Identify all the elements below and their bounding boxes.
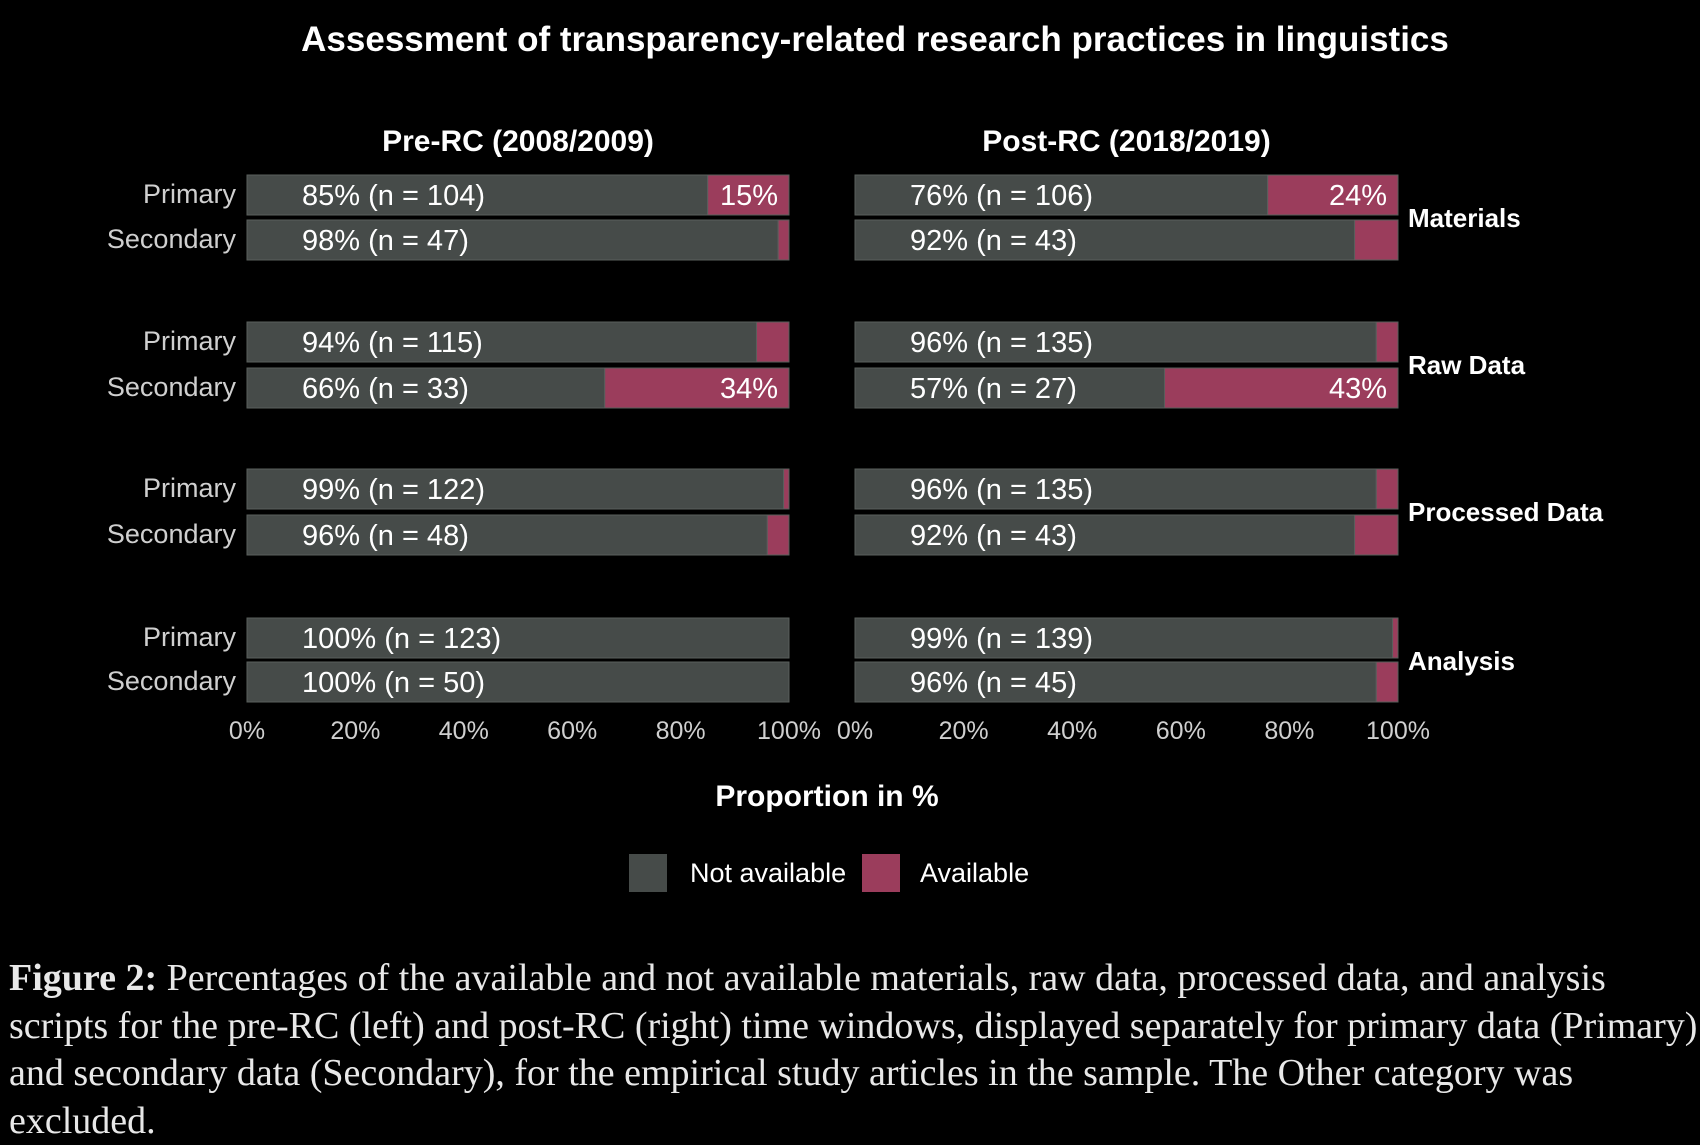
facet-label: Processed Data: [1408, 497, 1604, 527]
bar-not-available: [854, 174, 1269, 216]
bar-available: [1392, 617, 1399, 659]
x-tick-label: 20%: [938, 717, 989, 745]
bar-label: 92% (n = 43): [910, 520, 1077, 552]
bar-available-label: 34%: [720, 373, 778, 405]
bar-available: [1375, 321, 1399, 363]
row-label-primary: Primary: [143, 326, 236, 356]
caption-text: Percentages of the available and not ava…: [9, 957, 1698, 1142]
bar-not-available: [854, 617, 1394, 659]
x-tick-label: 0%: [836, 717, 874, 745]
bar-available: [1354, 514, 1399, 556]
bar-not-available: [246, 367, 606, 409]
facet-label: Raw Data: [1408, 350, 1526, 380]
x-tick-label: 0%: [228, 717, 266, 745]
bar-not-available: [854, 321, 1377, 363]
bar-label: 100% (n = 50): [302, 667, 485, 699]
bar-label: 99% (n = 122): [302, 474, 485, 506]
row-label-primary: Primary: [143, 473, 236, 503]
x-axis-label: Proportion in %: [715, 780, 939, 813]
bar-not-available: [246, 174, 709, 216]
chart-title: Assessment of transparency-related resea…: [301, 20, 1449, 59]
row-label-primary: Primary: [143, 622, 236, 652]
x-tick-label: 60%: [547, 717, 598, 745]
bar-available: [1267, 174, 1399, 216]
x-tick-label: 80%: [1264, 717, 1315, 745]
bar-available: [604, 367, 790, 409]
x-tick-label: 20%: [330, 717, 381, 745]
bar-not-available: [246, 514, 768, 556]
bar-label: 85% (n = 104): [302, 180, 485, 212]
row-label-secondary: Secondary: [106, 666, 236, 696]
row-label-secondary: Secondary: [106, 372, 236, 402]
bar-not-available: [854, 468, 1377, 510]
x-tick-label: 60%: [1155, 717, 1206, 745]
row-label-primary: Primary: [143, 179, 236, 209]
bar-label: 66% (n = 33): [302, 373, 469, 405]
x-tick-label: 40%: [1047, 717, 1098, 745]
legend-label-not-available: Not available: [690, 858, 847, 888]
bar-label: 99% (n = 139): [910, 623, 1093, 655]
panel-title: Post-RC (2018/2019): [982, 125, 1271, 158]
bar-available: [777, 219, 790, 261]
bar-available: [1354, 219, 1399, 261]
row-label-secondary: Secondary: [106, 519, 236, 549]
figure-caption: Figure 2: Percentages of the available a…: [9, 955, 1699, 1145]
bar-available: [1375, 468, 1399, 510]
bar-available-label: 43%: [1329, 373, 1387, 405]
bar-available: [755, 321, 790, 363]
bar-label: 98% (n = 47): [302, 225, 469, 257]
caption-label: Figure 2:: [9, 957, 158, 999]
legend-swatch-not-available: [629, 854, 667, 892]
bar-label: 92% (n = 43): [910, 225, 1077, 257]
bar-not-available: [854, 661, 1377, 703]
x-tick-label: 40%: [438, 717, 489, 745]
facet-label: Analysis: [1408, 646, 1515, 676]
panel-title: Pre-RC (2008/2009): [382, 125, 654, 158]
bar-not-available: [854, 219, 1356, 261]
bar-not-available: [854, 367, 1166, 409]
bar-available-label: 24%: [1329, 180, 1387, 212]
bar-not-available: [854, 514, 1356, 556]
bar-not-available: [246, 468, 785, 510]
bar-not-available: [246, 219, 779, 261]
bar-label: 57% (n = 27): [910, 373, 1077, 405]
x-tick-label: 100%: [757, 717, 821, 745]
bar-available: [1164, 367, 1399, 409]
bar-available: [783, 468, 790, 510]
bar-label: 96% (n = 135): [910, 474, 1093, 506]
bar-not-available: [246, 321, 757, 363]
bar-label: 76% (n = 106): [910, 180, 1093, 212]
bar-available: [1375, 661, 1399, 703]
bar-label: 94% (n = 115): [302, 327, 483, 359]
bar-label: 96% (n = 48): [302, 520, 469, 552]
bar-available-label: 15%: [720, 180, 778, 212]
bar-label: 96% (n = 45): [910, 667, 1077, 699]
x-tick-label: 80%: [655, 717, 706, 745]
bar-available: [707, 174, 790, 216]
bar-not-available: [246, 617, 790, 659]
bar-label: 96% (n = 135): [910, 327, 1093, 359]
row-label-secondary: Secondary: [106, 224, 236, 254]
legend-swatch-available: [862, 854, 900, 892]
bar-available: [766, 514, 790, 556]
legend-label-available: Available: [920, 858, 1030, 888]
x-tick-label: 100%: [1366, 717, 1430, 745]
bar-label: 100% (n = 123): [302, 623, 501, 655]
facet-label: Materials: [1408, 203, 1521, 233]
bar-not-available: [246, 661, 790, 703]
